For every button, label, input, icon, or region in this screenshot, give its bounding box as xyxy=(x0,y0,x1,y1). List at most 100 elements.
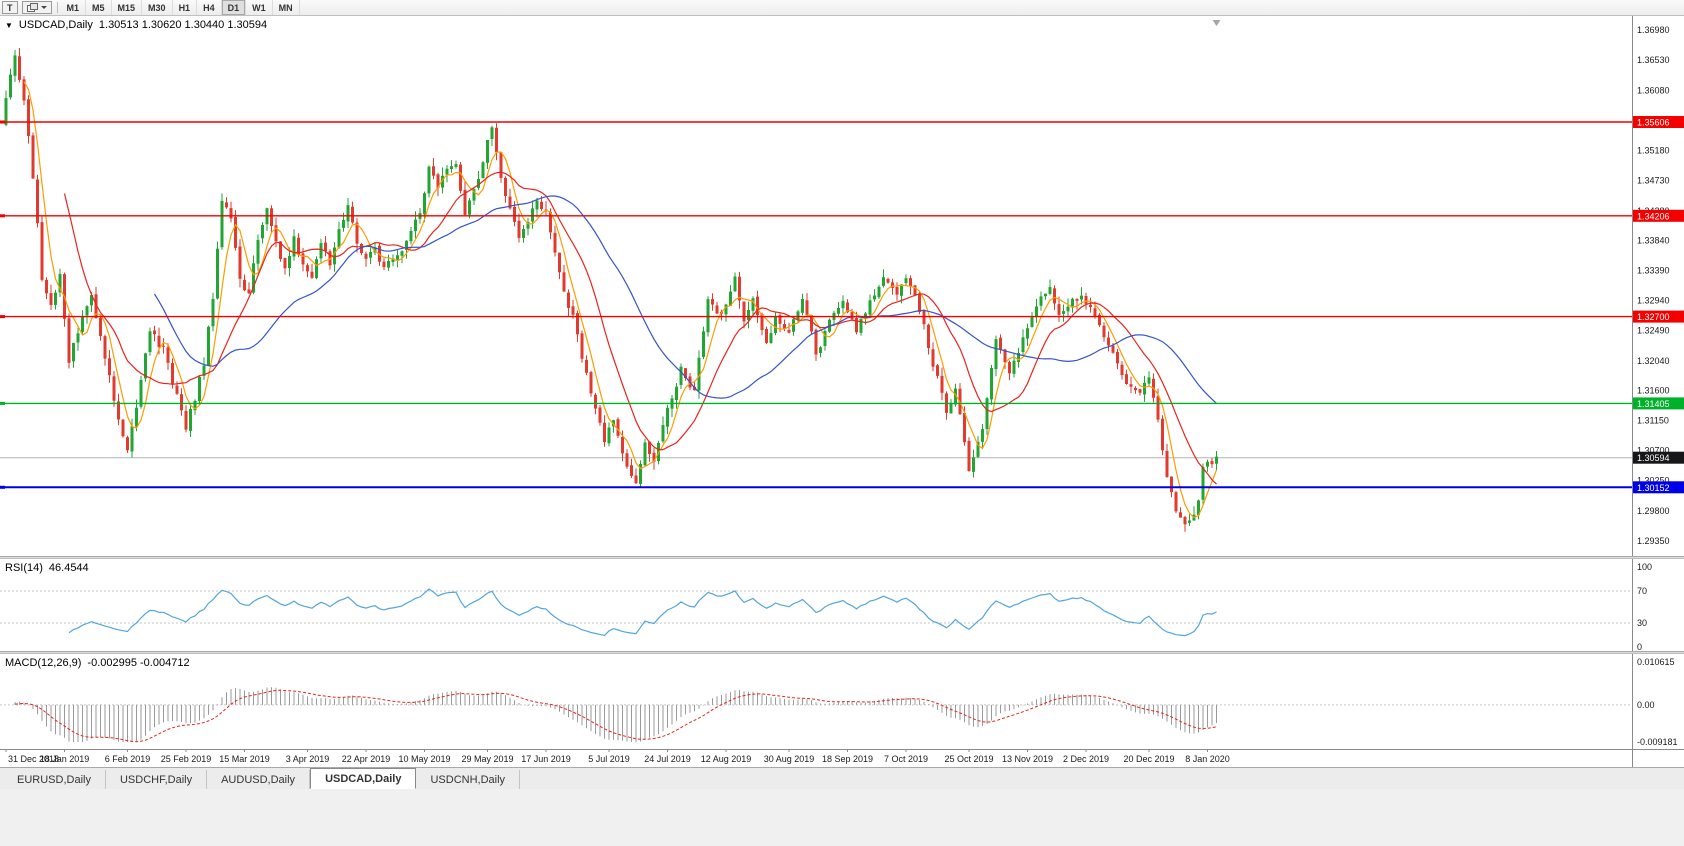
time-axis[interactable]: 31 Dec 2018 18 Jan 2019 6 Feb 2019 25 Feb 2… xyxy=(0,749,1684,767)
level-price-tag: 1.34206 xyxy=(1633,209,1684,222)
level-price-tag: 1.30152 xyxy=(1633,481,1684,494)
svg-text:7 Oct 2019: 7 Oct 2019 xyxy=(884,754,928,764)
svg-text:13 Nov 2019: 13 Nov 2019 xyxy=(1002,754,1053,764)
panel-splitter-macd[interactable] xyxy=(0,651,1684,654)
svg-text:24 Jul 2019: 24 Jul 2019 xyxy=(644,754,691,764)
level-price-tag: 1.35606 xyxy=(1633,116,1684,128)
level-price-tag: 1.32700 xyxy=(1633,310,1684,323)
svg-text:1.32490: 1.32490 xyxy=(1637,326,1670,336)
tab-usdchf-daily[interactable]: USDCHF,Daily xyxy=(106,770,208,789)
svg-text:17 Jun 2019: 17 Jun 2019 xyxy=(521,754,571,764)
svg-text:10 May 2019: 10 May 2019 xyxy=(398,754,450,764)
timeframe-m15[interactable]: M15 xyxy=(112,0,143,15)
svg-text:31 Dec 2018: 31 Dec 2018 xyxy=(8,754,59,764)
level-edge-marker xyxy=(0,401,5,405)
rsi-panel[interactable]: 100 70 30 0 RSI(14) 46.4544 xyxy=(0,559,1684,651)
ma-mid-line xyxy=(63,171,1217,485)
svg-text:18 Sep 2019: 18 Sep 2019 xyxy=(822,754,873,764)
profiles-button[interactable] xyxy=(21,1,52,14)
svg-text:30 Aug 2019: 30 Aug 2019 xyxy=(764,754,815,764)
svg-text:5 Jul 2019: 5 Jul 2019 xyxy=(588,754,630,764)
svg-text:6 Feb 2019: 6 Feb 2019 xyxy=(105,754,151,764)
svg-text:1.31600: 1.31600 xyxy=(1637,385,1670,395)
tab-usdcad-daily[interactable]: USDCAD,Daily xyxy=(310,768,417,789)
price-chart[interactable]: 1.369801.365301.360801.356301.351801.347… xyxy=(0,16,1684,556)
svg-text:1.36080: 1.36080 xyxy=(1637,85,1670,95)
chart-menu-icon[interactable]: ▼ xyxy=(5,20,13,30)
price-axis-labels[interactable]: 1.369801.365301.360801.356301.351801.347… xyxy=(1637,25,1670,546)
svg-text:1.32700: 1.32700 xyxy=(1637,312,1670,322)
level-price-tag: 1.31405 xyxy=(1633,397,1684,410)
timeframe-w1[interactable]: W1 xyxy=(246,0,273,15)
rsi-line xyxy=(68,588,1217,637)
panel-splitter-rsi[interactable] xyxy=(0,556,1684,559)
current-price-tag: 1.30594 xyxy=(1633,451,1684,464)
svg-text:12 Aug 2019: 12 Aug 2019 xyxy=(701,754,752,764)
timeframe-mn[interactable]: MN xyxy=(273,0,300,15)
svg-text:25 Oct 2019: 25 Oct 2019 xyxy=(944,754,993,764)
timeframe-m1[interactable]: M1 xyxy=(61,0,87,15)
timeframe-buttons: M1 M5 M15 M30 H1 H4 D1 W1 MN xyxy=(61,0,300,15)
macd-histogram xyxy=(14,687,1217,742)
svg-text:1.31150: 1.31150 xyxy=(1637,415,1669,425)
macd-panel[interactable]: 0.010615 0.00 -0.009181 MACD(12,26,9) -0.0… xyxy=(0,654,1684,749)
macd-chart[interactable]: 0.010615 0.00 -0.009181 xyxy=(0,654,1684,749)
timeframe-h1[interactable]: H1 xyxy=(173,0,198,15)
ma-slow-line xyxy=(153,195,1217,404)
candles xyxy=(4,48,1218,532)
svg-text:0.00: 0.00 xyxy=(1637,700,1655,710)
toolbar-separator xyxy=(56,2,58,13)
chart-tabs: EURUSD,Daily USDCHF,Daily AUDUSD,Daily USDC… xyxy=(0,767,1684,789)
svg-text:30: 30 xyxy=(1637,618,1647,628)
timeframe-h4[interactable]: H4 xyxy=(197,0,222,15)
svg-text:1.30594: 1.30594 xyxy=(1637,453,1670,463)
timeframe-d1[interactable]: D1 xyxy=(221,0,247,15)
svg-text:3 Apr 2019: 3 Apr 2019 xyxy=(286,754,330,764)
chart-shift-marker[interactable] xyxy=(1212,20,1221,26)
svg-text:2 Dec 2019: 2 Dec 2019 xyxy=(1063,754,1109,764)
tab-audusd-daily[interactable]: AUDUSD,Daily xyxy=(207,770,311,789)
svg-text:1.33840: 1.33840 xyxy=(1637,235,1670,245)
svg-text:15 Mar 2019: 15 Mar 2019 xyxy=(219,754,270,764)
chart-type-button[interactable]: T xyxy=(2,1,18,14)
svg-text:1.36530: 1.36530 xyxy=(1637,55,1670,65)
svg-text:1.29800: 1.29800 xyxy=(1637,506,1670,516)
svg-text:1.34730: 1.34730 xyxy=(1637,176,1670,186)
level-edge-marker xyxy=(0,485,5,489)
svg-text:0.010615: 0.010615 xyxy=(1637,657,1675,667)
rsi-chart[interactable]: 100 70 30 0 xyxy=(0,559,1684,651)
svg-text:100: 100 xyxy=(1637,562,1652,572)
cascade-icon xyxy=(26,2,38,12)
level-edge-marker xyxy=(0,315,5,319)
svg-text:1.35606: 1.35606 xyxy=(1637,118,1670,128)
svg-text:1.32940: 1.32940 xyxy=(1637,296,1670,306)
main-chart-panel[interactable]: 1.369801.365301.360801.356301.351801.347… xyxy=(0,16,1684,556)
timeframe-m5[interactable]: M5 xyxy=(86,0,112,15)
level-edge-marker xyxy=(0,214,5,218)
svg-text:1.31405: 1.31405 xyxy=(1637,399,1670,409)
svg-text:1.30700: 1.30700 xyxy=(1637,446,1670,456)
macd-axis-labels: 0.010615 0.00 -0.009181 xyxy=(1637,657,1678,747)
svg-text:-0.009181: -0.009181 xyxy=(1637,737,1678,747)
svg-text:8 Jan 2020: 8 Jan 2020 xyxy=(1185,754,1230,764)
svg-text:1.33390: 1.33390 xyxy=(1637,265,1670,275)
svg-text:1.34206: 1.34206 xyxy=(1637,211,1670,221)
window-background xyxy=(0,789,1684,846)
tab-usdcnh-daily[interactable]: USDCNH,Daily xyxy=(416,770,521,789)
tab-eurusd-daily[interactable]: EURUSD,Daily xyxy=(3,770,106,789)
rsi-axis-labels: 100 70 30 0 xyxy=(1637,562,1652,651)
svg-text:29 May 2019: 29 May 2019 xyxy=(461,754,513,764)
timeframe-m30[interactable]: M30 xyxy=(142,0,173,15)
ma-fast-line xyxy=(23,81,1218,519)
svg-text:1.32040: 1.32040 xyxy=(1637,356,1670,366)
svg-text:0: 0 xyxy=(1637,642,1642,651)
svg-text:20 Dec 2019: 20 Dec 2019 xyxy=(1123,754,1174,764)
macd-signal-line xyxy=(14,689,1217,743)
svg-text:1.30152: 1.30152 xyxy=(1637,483,1670,493)
svg-text:1.30250: 1.30250 xyxy=(1637,476,1670,486)
svg-text:1.36980: 1.36980 xyxy=(1637,25,1670,35)
chevron-down-icon xyxy=(40,6,47,9)
svg-text:22 Apr 2019: 22 Apr 2019 xyxy=(342,754,391,764)
